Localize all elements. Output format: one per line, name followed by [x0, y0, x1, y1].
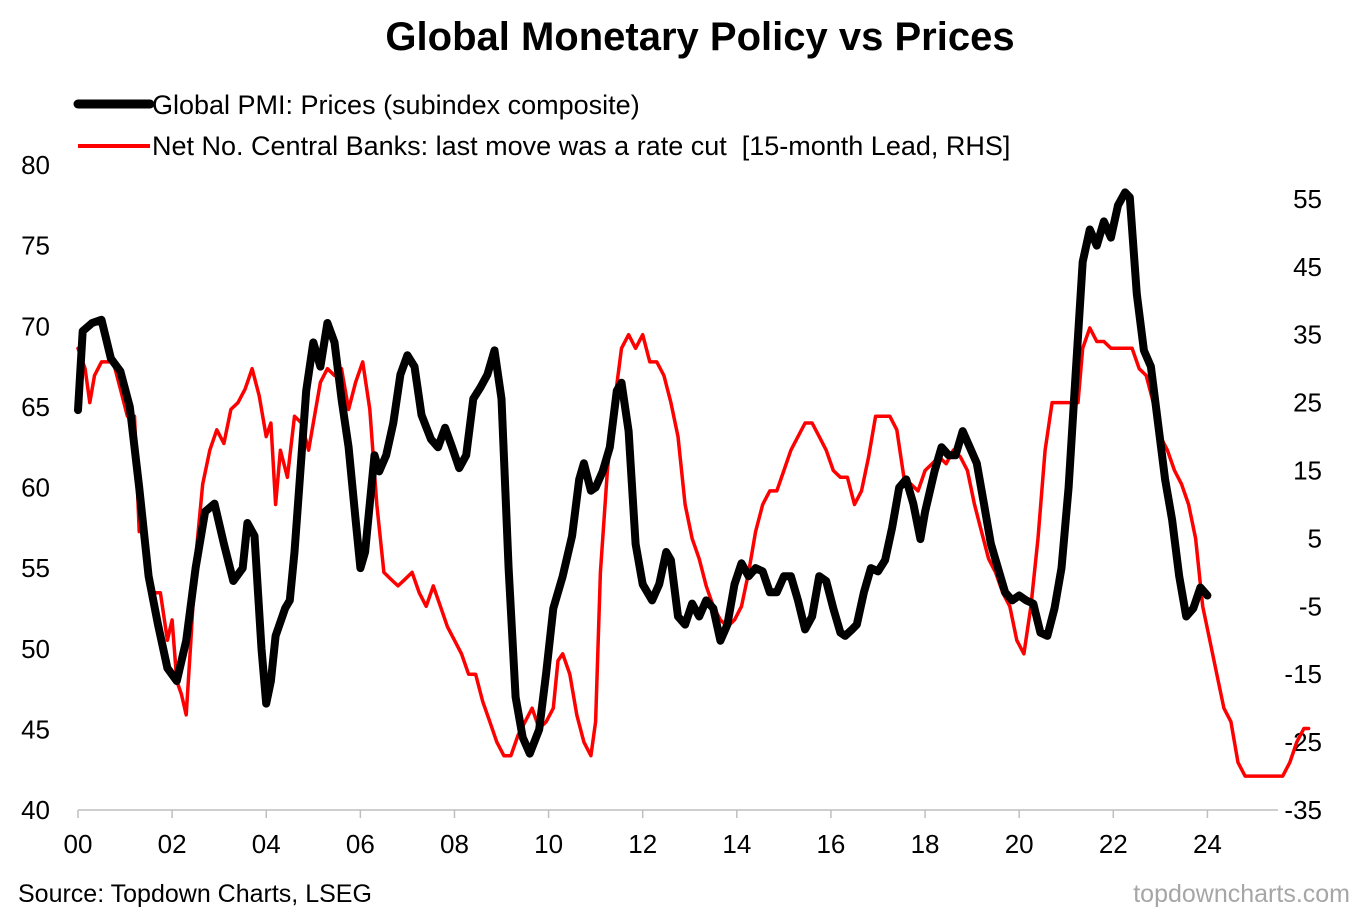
x-tick-label: 00	[64, 829, 93, 859]
y-right-tick-label: -35	[1284, 795, 1322, 825]
y-right-tick-label: 45	[1293, 252, 1322, 282]
x-tick-label: 10	[534, 829, 563, 859]
series-line-pmi-prices	[74, 188, 1212, 758]
chart-title: Global Monetary Policy vs Prices	[385, 15, 1014, 59]
watermark: topdowncharts.com	[1133, 880, 1350, 908]
y-left-tick-label: 50	[21, 634, 50, 664]
x-tick-label: 06	[346, 829, 375, 859]
y-right-tick-label: -5	[1299, 591, 1322, 621]
x-tick-label: 20	[1005, 829, 1034, 859]
x-tick-label: 16	[816, 829, 845, 859]
x-tick-label: 08	[440, 829, 469, 859]
y-right-tick-label: 15	[1293, 456, 1322, 486]
source-note: Source: Topdown Charts, LSEG	[18, 880, 372, 908]
y-axis-left-ticks: 40 45 50 55 60 65 70 75 80	[21, 150, 50, 825]
y-left-tick-label: 60	[21, 473, 50, 503]
y-right-tick-label: 5	[1308, 523, 1322, 553]
y-right-tick-label: 55	[1293, 184, 1322, 214]
x-tick-label: 14	[722, 829, 751, 859]
y-right-tick-label: 25	[1293, 388, 1322, 418]
legend-label-central-banks: Net No. Central Banks: last move was a r…	[152, 131, 1010, 161]
y-left-tick-label: 40	[21, 795, 50, 825]
y-left-tick-label: 45	[21, 714, 50, 744]
y-left-tick-label: 70	[21, 311, 50, 341]
y-left-tick-label: 65	[21, 392, 50, 422]
y-left-tick-label: 80	[21, 150, 50, 180]
legend-label-pmi-prices: Global PMI: Prices (subindex composite)	[152, 90, 640, 120]
y-left-tick-label: 75	[21, 231, 50, 261]
x-tick-label: 02	[158, 829, 187, 859]
legend: Global PMI: Prices (subindex composite) …	[73, 90, 1010, 161]
x-tick-label: 12	[628, 829, 657, 859]
x-tick-label: 18	[911, 829, 940, 859]
series-line-central-banks	[76, 326, 1311, 778]
plot-area: 00 02 04 06 08 10 12 14 16 18 20 22 24 40 45 50 55 60 65 7…	[21, 150, 1322, 859]
y-right-tick-label: 35	[1293, 320, 1322, 350]
y-right-tick-label: -15	[1284, 659, 1322, 689]
x-tick-label: 24	[1193, 829, 1222, 859]
x-tick-label: 22	[1099, 829, 1128, 859]
x-tick-label: 04	[252, 829, 281, 859]
series-layer	[74, 188, 1311, 778]
x-axis-ticks: 00 02 04 06 08 10 12 14 16 18 20 22 24	[64, 810, 1222, 859]
y-left-tick-label: 55	[21, 553, 50, 583]
